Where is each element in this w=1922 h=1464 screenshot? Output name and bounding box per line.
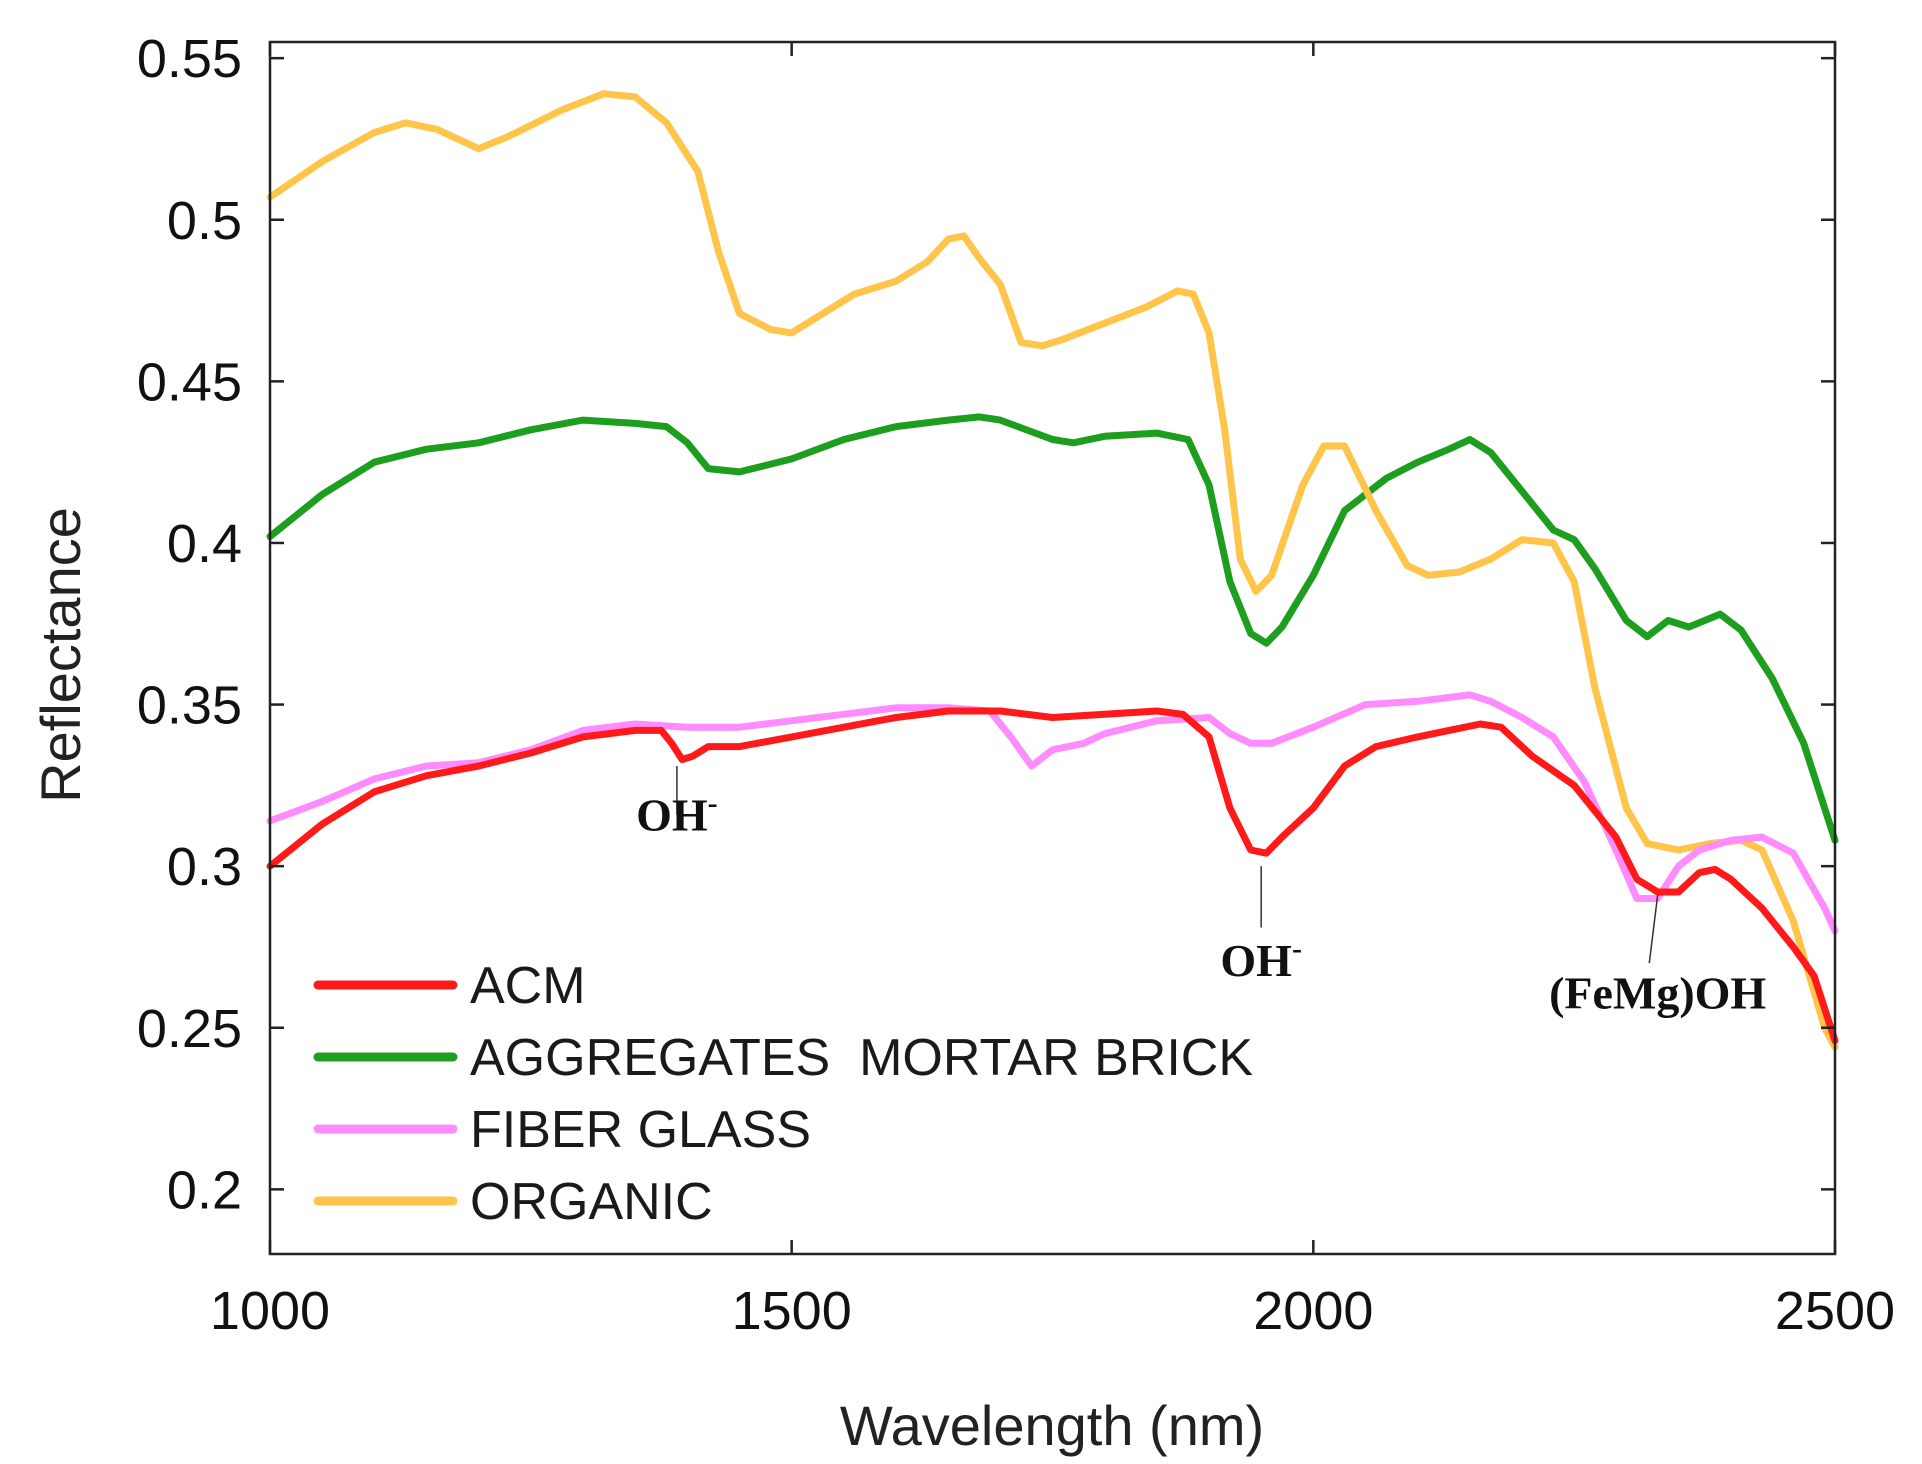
x-tick-label: 2000 bbox=[1253, 1281, 1373, 1341]
y-tick-label: 0.5 bbox=[167, 191, 242, 251]
y-tick-label: 0.25 bbox=[137, 999, 242, 1059]
y-tick-label: 0.35 bbox=[137, 676, 242, 736]
legend-label: FIBER GLASS bbox=[470, 1101, 811, 1159]
legend-label: AGGREGATES MORTAR BRICK bbox=[470, 1029, 1253, 1087]
legend-label: ACM bbox=[470, 957, 586, 1015]
y-tick-label: 0.45 bbox=[137, 352, 242, 412]
y-tick-label: 0.4 bbox=[167, 514, 242, 574]
series-line-organic bbox=[266, 90, 1839, 1051]
legend-label: ORGANIC bbox=[470, 1173, 713, 1231]
annotation-layer: OH- OH- (FeMg)OH bbox=[636, 765, 1766, 1018]
annotation-label: OH- bbox=[636, 787, 718, 841]
y-axis-title: Reflectance bbox=[29, 507, 92, 803]
series-line-aggregates-mortar-brick bbox=[266, 413, 1839, 844]
legend: ACM AGGREGATES MORTAR BRICK FIBER GLASS ORG… bbox=[313, 957, 1253, 1231]
y-tick-label: 0.55 bbox=[137, 29, 242, 89]
x-tick-label: 1500 bbox=[732, 1281, 852, 1341]
axis-layer: 1000 1500 2000 2500 0.2 0.25 0.3 0.35 0.4 0.45 0.5… bbox=[137, 29, 1895, 1341]
series-line-acm bbox=[266, 707, 1839, 1045]
x-tick-label: 2500 bbox=[1775, 1281, 1895, 1341]
annotation-leader bbox=[1648, 895, 1659, 964]
x-tick-label: 1000 bbox=[210, 1281, 330, 1341]
annotation-label: OH- bbox=[1220, 932, 1302, 986]
y-tick-label: 0.3 bbox=[167, 837, 242, 897]
series-layer bbox=[266, 90, 1839, 1051]
annotation-label: (FeMg)OH bbox=[1549, 967, 1766, 1018]
plot-frame bbox=[268, 40, 1837, 1256]
y-tick-label: 0.2 bbox=[167, 1160, 242, 1220]
x-axis-title: Wavelength (nm) bbox=[840, 1394, 1264, 1457]
